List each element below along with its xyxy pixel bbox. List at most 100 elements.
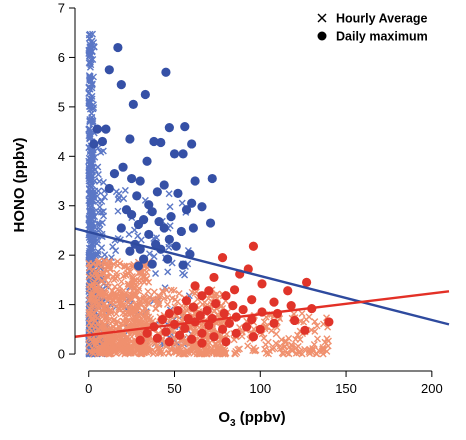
hourly-point-blue [87,189,95,197]
hourly-point-blue [86,210,94,218]
daily-max-point-red [173,305,183,316]
daily-max-point-blue [205,218,216,228]
hourly-point-salmon [163,300,171,308]
hourly-point-salmon [323,335,331,343]
hourly-point-salmon [121,350,129,358]
hourly-point-salmon [143,275,151,283]
daily-max-point-blue [207,173,217,184]
hourly-point-salmon [85,273,93,281]
y-tick-label: 0 [58,347,65,362]
hourly-point-salmon [252,346,260,354]
hourly-point-salmon [298,310,306,318]
hourly-point-salmon [285,343,293,351]
hourly-point-blue [107,254,115,262]
daily-max-point-blue [92,124,102,134]
daily-max-point-blue [188,223,198,233]
daily-max-point-red [204,320,214,330]
hourly-point-salmon [135,295,143,303]
hourly-point-salmon [313,322,321,330]
daily-max-point-red [283,286,293,296]
hourly-point-salmon [100,269,108,277]
daily-max-point-blue [144,200,154,210]
hourly-point-blue [86,63,94,71]
daily-max-point-blue [125,134,135,144]
hourly-point-salmon [139,317,147,325]
hourly-point-salmon [91,337,99,345]
hourly-point-salmon [296,348,304,356]
daily-max-point-blue [135,176,145,186]
legend-label: Hourly Average [336,12,428,26]
hourly-point-salmon [276,342,284,350]
hourly-point-salmon [193,350,201,358]
hourly-point-blue [114,207,122,215]
hourly-point-blue [99,178,107,186]
hourly-point-blue [86,50,94,58]
hourly-point-salmon [169,327,177,335]
hourly-point-salmon [87,335,95,343]
hourly-point-salmon [85,285,93,293]
daily-max-point-red [238,304,248,315]
daily-max-point-blue [152,187,162,197]
daily-max-point-blue [156,137,166,148]
daily-max-point-blue [161,67,171,77]
hourly-point-blue [134,232,142,240]
hourly-point-salmon [126,331,134,339]
hourly-point-blue [88,109,96,117]
daily-max-point-red [228,301,238,311]
daily-max-point-blue [178,260,188,270]
hourly-point-salmon [112,310,120,318]
daily-max-point-red [211,299,221,309]
hourly-point-salmon [177,346,185,354]
daily-max-point-blue [133,261,144,271]
hourly-point-blue [86,223,94,231]
hourly-point-salmon [313,335,321,343]
hourly-point-salmon [121,344,129,352]
x-tick-label: 100 [249,381,271,396]
daily-max-point-blue [164,123,174,133]
y-tick-label: 7 [58,1,65,16]
legend-marker-cross [317,13,327,23]
hourly-point-salmon [109,346,117,354]
hourly-point-blue [88,202,96,210]
daily-max-point-red [190,281,200,291]
hourly-point-salmon [262,341,270,349]
hourly-point-salmon [118,288,126,296]
hourly-point-salmon [118,302,126,310]
hourly-point-salmon [115,323,123,331]
hourly-point-salmon [96,298,104,306]
hourly-point-blue [165,190,173,198]
y-tick-label: 5 [58,99,65,114]
hourly-point-salmon [296,336,304,344]
daily-max-point-red [197,338,207,348]
daily-max-point-blue [147,259,157,269]
hourly-point-blue [87,157,95,165]
hourly-point-blue [109,243,117,251]
daily-max-point-blue [187,139,197,149]
daily-max-point-blue [159,223,169,233]
daily-max-point-red [324,317,334,327]
x-tick-label: 150 [335,381,357,396]
hourly-point-salmon [311,318,319,326]
hourly-point-salmon [311,327,319,335]
hourly-point-salmon [170,286,178,294]
daily-max-point-blue [163,254,173,264]
daily-max-point-blue [116,223,126,233]
daily-max-point-blue [149,136,159,147]
hourly-point-salmon [138,348,146,356]
hourly-point-salmon [278,336,286,344]
daily-max-point-blue [104,65,114,75]
daily-max-point-blue [154,216,164,227]
hourly-point-salmon [120,317,128,325]
hourly-point-salmon [101,275,109,283]
hourly-point-blue [150,252,158,260]
hourly-point-salmon [176,349,184,357]
hourly-point-blue [86,132,94,140]
daily-max-point-red [219,308,229,319]
hourly-point-salmon [89,260,97,268]
hourly-point-blue [94,170,102,178]
daily-max-point-red [202,305,212,316]
hourly-point-salmon [135,269,143,277]
hourly-point-salmon [101,258,109,266]
hourly-point-blue [96,203,104,211]
hourly-point-salmon [106,324,114,332]
